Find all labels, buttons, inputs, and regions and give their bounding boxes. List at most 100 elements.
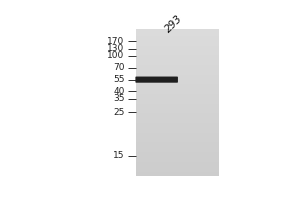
Bar [136, 90, 219, 91]
Bar [136, 47, 219, 48]
Bar [136, 33, 219, 34]
Bar [136, 126, 219, 127]
Bar [136, 116, 219, 117]
Bar [136, 109, 219, 110]
Bar [136, 48, 219, 49]
Bar [136, 46, 219, 47]
Bar [136, 127, 219, 128]
Bar [136, 131, 219, 132]
Bar [136, 95, 219, 96]
Bar [136, 142, 219, 143]
Bar [136, 146, 219, 147]
Bar [136, 135, 219, 136]
Bar [136, 134, 219, 135]
Bar [136, 99, 219, 100]
Bar [136, 151, 219, 152]
Bar [136, 133, 219, 134]
Bar [136, 145, 219, 146]
Bar [136, 100, 219, 101]
Text: 25: 25 [113, 108, 125, 117]
Bar [136, 147, 219, 148]
Bar [136, 160, 219, 161]
Bar [136, 92, 219, 93]
Bar [136, 43, 219, 44]
Bar [136, 40, 219, 41]
Bar [136, 87, 219, 88]
Bar [136, 169, 219, 170]
Bar [136, 91, 219, 92]
Bar [136, 60, 219, 61]
Bar [136, 110, 219, 111]
Bar [136, 166, 219, 167]
Bar [136, 150, 219, 151]
Bar [136, 175, 219, 176]
Bar [136, 71, 219, 72]
Bar [136, 44, 219, 45]
Bar [136, 171, 219, 172]
Bar [136, 78, 219, 79]
Text: 15: 15 [113, 151, 125, 160]
Bar [136, 76, 219, 77]
Bar [136, 69, 219, 70]
Bar [136, 59, 219, 60]
Bar [136, 148, 219, 149]
Bar [136, 94, 219, 95]
Bar [136, 36, 219, 37]
Bar [136, 51, 219, 52]
Bar [136, 164, 219, 165]
Bar [136, 158, 219, 159]
Bar [136, 34, 219, 35]
Bar [136, 98, 219, 99]
Text: 40: 40 [113, 87, 125, 96]
Bar [136, 89, 219, 90]
Bar [136, 159, 219, 160]
Bar [136, 37, 219, 38]
Bar [136, 85, 219, 86]
Text: 55: 55 [113, 75, 125, 84]
Bar [136, 112, 219, 113]
Text: 70: 70 [113, 63, 125, 72]
Bar [136, 162, 219, 163]
Bar [136, 80, 219, 81]
Text: 130: 130 [107, 44, 125, 53]
Bar [136, 149, 219, 150]
Bar [136, 120, 219, 121]
Bar [136, 86, 219, 87]
Bar [136, 119, 219, 120]
Bar [136, 111, 219, 112]
Bar [136, 61, 219, 62]
Bar [136, 35, 219, 36]
Bar [136, 57, 219, 58]
Bar [136, 118, 219, 119]
Bar [136, 123, 219, 124]
Bar [136, 101, 219, 102]
Bar [136, 29, 219, 30]
Text: 293: 293 [163, 13, 184, 34]
Bar [136, 173, 219, 174]
Bar [136, 53, 219, 54]
Bar [136, 114, 219, 115]
Bar [136, 165, 219, 166]
Bar [136, 153, 219, 154]
Bar [136, 129, 219, 130]
Bar [136, 32, 219, 33]
Bar [136, 67, 219, 68]
Bar [136, 56, 219, 57]
Bar [136, 55, 219, 56]
Bar [136, 74, 219, 75]
Bar [136, 54, 219, 55]
Bar [136, 167, 219, 168]
Bar [136, 105, 219, 106]
Bar [136, 70, 219, 71]
Bar [136, 106, 219, 107]
FancyBboxPatch shape [135, 77, 178, 83]
Bar [136, 84, 219, 85]
Bar [136, 39, 219, 40]
Bar [136, 103, 219, 104]
Bar [136, 132, 219, 133]
Bar [136, 121, 219, 122]
Bar [136, 117, 219, 118]
Bar [136, 49, 219, 50]
Bar [136, 128, 219, 129]
Bar [136, 58, 219, 59]
